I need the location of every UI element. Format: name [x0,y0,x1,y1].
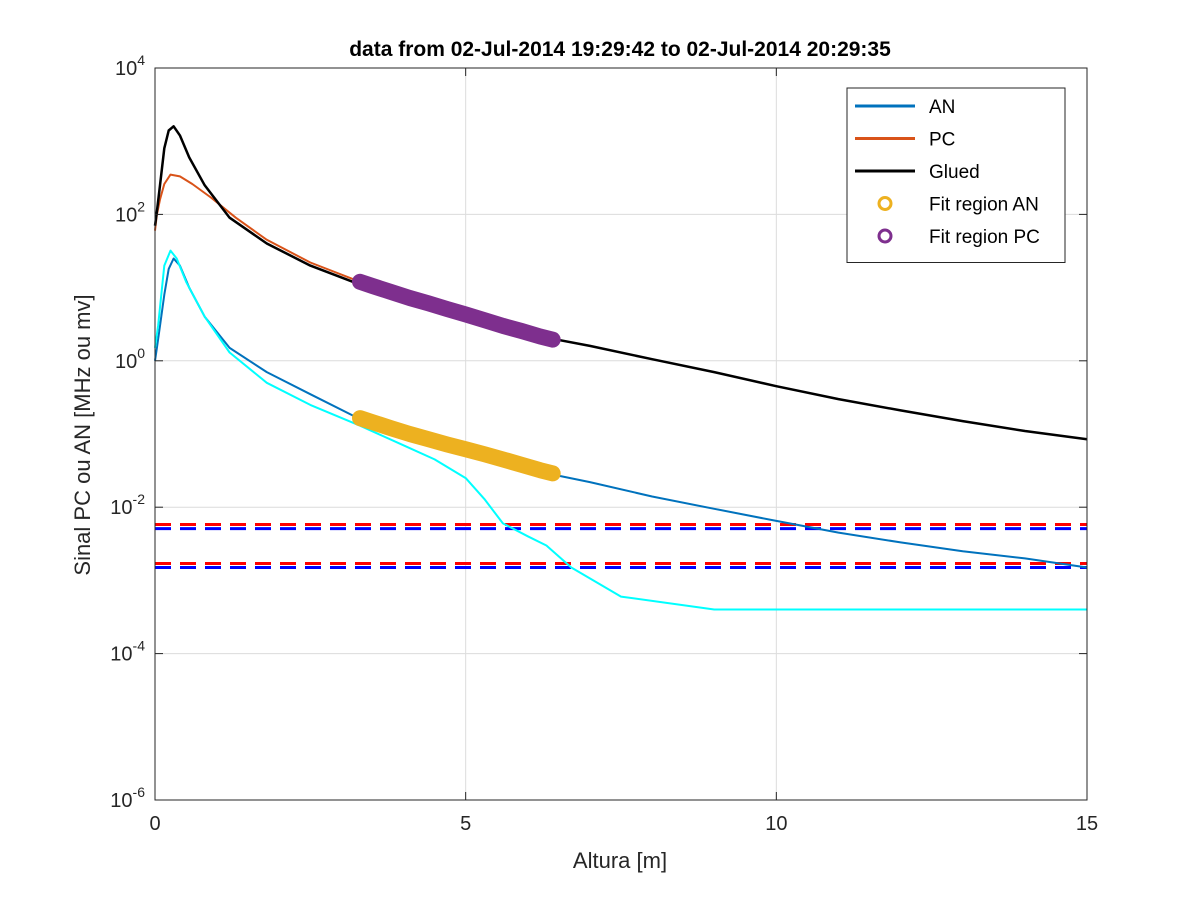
legend-label: Glued [929,162,980,183]
axes-box [154,67,1088,801]
y-tick-label: 10-4 [110,638,145,666]
y-tick-label: 104 [115,52,145,80]
legend: AN PC Glued Fit region AN Fit region PC [846,87,1066,263]
fit-region-band [352,273,561,348]
series-line-pc [154,173,361,283]
x-tick-label: 5 [460,813,471,835]
x-tick-label: 10 [765,813,787,835]
axes: 0 5 10 15 10-6 10-4 10-2 100 102 104 [110,52,1098,835]
y-tick-label: 102 [115,198,145,226]
legend-label: PC [929,130,955,151]
chart-title: data from 02-Jul-2014 19:29:42 to 02-Jul… [349,38,891,61]
series-layer [153,125,1088,611]
fit-region-band [352,410,561,482]
legend-label: Fit region AN [929,195,1039,216]
reference-lines [155,523,1087,570]
y-axis-title: Sinal PC ou AN [MHz ou mv] [70,294,95,575]
x-axis-title: Altura [m] [573,848,667,873]
series-line-series-3 [154,249,1087,611]
legend-label: AN [929,97,955,118]
y-tick-label: 10-2 [110,491,145,519]
x-tick-label: 0 [149,813,160,835]
legend-box [846,87,1066,263]
x-tick-label: 15 [1076,813,1098,835]
legend-label: Fit region PC [929,227,1040,248]
legend-marker [877,196,893,211]
y-tick-label: 100 [115,345,145,373]
legend-marker [877,228,893,244]
y-tick-label: 10-6 [110,784,145,812]
